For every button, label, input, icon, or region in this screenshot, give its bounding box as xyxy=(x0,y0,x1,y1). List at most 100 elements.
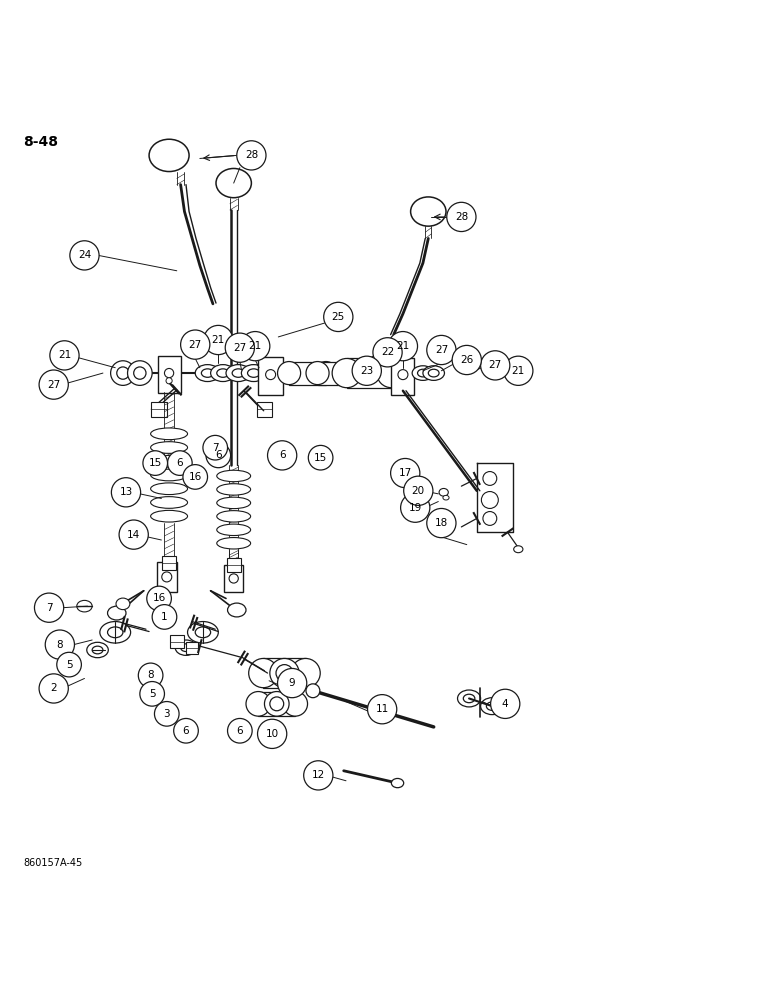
Ellipse shape xyxy=(164,368,174,378)
Bar xyxy=(259,357,283,395)
Text: 9: 9 xyxy=(289,678,296,688)
Bar xyxy=(151,402,167,417)
Circle shape xyxy=(57,652,81,677)
Ellipse shape xyxy=(151,510,188,522)
Ellipse shape xyxy=(149,139,189,172)
Ellipse shape xyxy=(201,369,214,377)
Circle shape xyxy=(452,345,482,375)
Ellipse shape xyxy=(195,365,220,382)
Circle shape xyxy=(183,465,208,489)
Circle shape xyxy=(174,718,198,743)
Text: 5: 5 xyxy=(66,660,73,670)
Ellipse shape xyxy=(162,572,172,582)
Ellipse shape xyxy=(92,646,103,654)
Ellipse shape xyxy=(107,606,126,620)
Text: 8: 8 xyxy=(56,640,63,650)
Text: 21: 21 xyxy=(249,341,262,351)
Bar xyxy=(162,556,176,570)
Text: 3: 3 xyxy=(164,709,170,719)
Ellipse shape xyxy=(248,369,260,377)
Ellipse shape xyxy=(276,665,293,682)
Circle shape xyxy=(168,451,192,475)
Text: 28: 28 xyxy=(455,212,468,222)
Circle shape xyxy=(503,356,533,385)
Text: 21: 21 xyxy=(212,335,225,345)
Text: 16: 16 xyxy=(152,593,166,603)
Text: 25: 25 xyxy=(332,312,345,322)
Ellipse shape xyxy=(291,658,320,688)
Ellipse shape xyxy=(428,369,439,377)
Ellipse shape xyxy=(117,367,129,379)
Text: 1: 1 xyxy=(161,612,168,622)
Text: 13: 13 xyxy=(120,487,133,497)
Text: 15: 15 xyxy=(148,458,162,468)
Circle shape xyxy=(278,668,306,698)
Bar xyxy=(157,562,177,592)
Text: 26: 26 xyxy=(460,355,473,365)
Ellipse shape xyxy=(151,469,188,481)
Ellipse shape xyxy=(76,600,92,612)
Circle shape xyxy=(140,682,164,706)
Ellipse shape xyxy=(151,455,188,467)
Ellipse shape xyxy=(217,497,251,509)
Circle shape xyxy=(228,718,252,743)
Ellipse shape xyxy=(151,428,188,440)
Text: 6: 6 xyxy=(177,458,183,468)
Ellipse shape xyxy=(229,574,239,583)
Ellipse shape xyxy=(483,472,496,485)
Circle shape xyxy=(152,605,177,629)
Text: 7: 7 xyxy=(46,603,52,613)
Circle shape xyxy=(391,458,420,488)
Circle shape xyxy=(46,630,74,659)
Bar xyxy=(391,358,415,395)
Circle shape xyxy=(427,508,456,538)
Ellipse shape xyxy=(332,358,361,388)
Circle shape xyxy=(69,241,99,270)
Text: 17: 17 xyxy=(398,468,411,478)
Text: 21: 21 xyxy=(396,341,410,351)
Circle shape xyxy=(203,435,228,460)
Text: 28: 28 xyxy=(245,150,258,160)
Ellipse shape xyxy=(463,694,475,703)
Text: 27: 27 xyxy=(188,340,201,350)
Circle shape xyxy=(258,719,286,748)
Circle shape xyxy=(404,476,433,505)
Ellipse shape xyxy=(314,362,337,385)
Ellipse shape xyxy=(391,778,404,788)
Circle shape xyxy=(50,341,79,370)
Text: 20: 20 xyxy=(411,486,425,496)
Text: 21: 21 xyxy=(58,350,71,360)
Ellipse shape xyxy=(266,370,276,380)
Ellipse shape xyxy=(86,642,108,658)
Ellipse shape xyxy=(100,622,130,643)
Bar xyxy=(227,558,241,572)
Ellipse shape xyxy=(166,378,172,384)
Circle shape xyxy=(323,302,353,332)
Bar xyxy=(225,565,243,592)
Ellipse shape xyxy=(343,362,366,385)
Ellipse shape xyxy=(226,365,251,382)
Circle shape xyxy=(491,689,520,718)
Text: 23: 23 xyxy=(361,366,374,376)
Ellipse shape xyxy=(116,598,130,610)
Ellipse shape xyxy=(439,488,449,496)
Circle shape xyxy=(481,351,510,380)
Circle shape xyxy=(181,330,210,359)
Text: 8-48: 8-48 xyxy=(23,135,58,149)
Ellipse shape xyxy=(513,546,523,553)
Bar xyxy=(317,362,354,385)
Ellipse shape xyxy=(278,362,300,385)
Text: 16: 16 xyxy=(188,472,201,482)
Circle shape xyxy=(111,478,141,507)
Text: 6: 6 xyxy=(236,726,243,736)
Bar xyxy=(259,692,295,716)
Bar xyxy=(170,635,184,648)
Ellipse shape xyxy=(188,622,218,643)
Ellipse shape xyxy=(232,369,245,377)
Bar xyxy=(289,362,326,385)
Text: 2: 2 xyxy=(50,683,57,693)
Bar xyxy=(157,356,181,393)
Ellipse shape xyxy=(127,361,152,385)
Ellipse shape xyxy=(443,495,449,500)
Ellipse shape xyxy=(242,365,266,382)
